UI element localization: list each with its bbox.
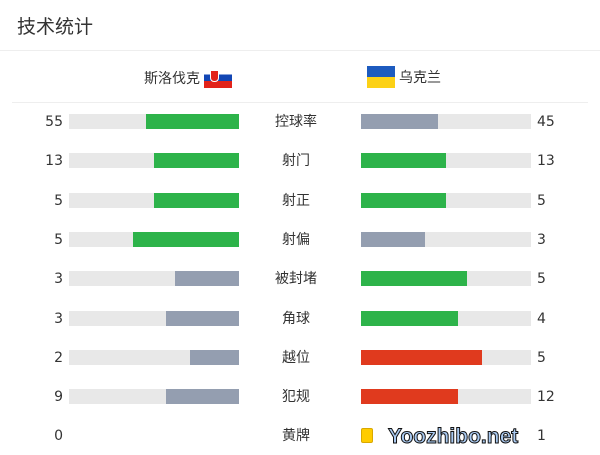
home-bar-fill	[190, 349, 239, 365]
divider	[12, 102, 588, 103]
away-value: 45	[537, 114, 555, 130]
stat-label: 控球率	[275, 114, 317, 130]
home-bar-track	[69, 231, 239, 247]
home-bar-track	[69, 153, 239, 169]
home-bar-track	[69, 349, 239, 365]
home-bar-track	[69, 114, 239, 129]
yellow-card-icon	[361, 428, 373, 444]
home-bar-track	[69, 389, 239, 405]
away-value: 1	[537, 428, 546, 445]
home-bar-fill	[154, 153, 239, 169]
home-team: 斯洛伐克	[144, 68, 232, 88]
away-bar-fill	[361, 231, 425, 247]
away-bar-track	[361, 231, 531, 247]
away-bar-fill	[361, 114, 438, 129]
home-bar-fill	[166, 310, 239, 326]
away-bar-fill	[361, 310, 459, 326]
stat-label: 射偏	[282, 231, 310, 248]
stat-row: 5 射正 5	[0, 192, 600, 210]
home-bar-track	[69, 192, 239, 208]
stat-label: 黄牌	[282, 428, 310, 445]
home-value: 3	[54, 271, 63, 288]
away-bar-fill	[361, 192, 446, 208]
away-bar-track	[361, 389, 531, 405]
stat-label: 射门	[282, 153, 310, 170]
home-value: 13	[45, 153, 63, 170]
stat-row: 9 犯规 12	[0, 388, 600, 406]
stat-label: 被封堵	[275, 271, 317, 288]
away-team: 乌克兰	[367, 66, 441, 88]
home-value: 55	[45, 114, 63, 130]
away-value: 12	[537, 389, 555, 406]
home-bar-fill	[175, 271, 239, 287]
stat-row: 3 角球 4	[0, 310, 600, 328]
away-bar-fill	[361, 389, 459, 405]
away-bar-track	[361, 349, 531, 365]
home-value: 3	[54, 310, 63, 327]
stat-label: 犯规	[282, 389, 310, 406]
away-value: 5	[537, 271, 546, 288]
stat-label: 越位	[282, 349, 310, 366]
away-value: 4	[537, 310, 546, 327]
away-bar-track	[361, 310, 531, 326]
away-bar-track	[361, 114, 531, 129]
stat-row: 3 被封堵 5	[0, 270, 600, 288]
away-bar-track	[361, 271, 531, 287]
home-value: 0	[54, 428, 63, 445]
stat-row: 55 控球率 45	[0, 113, 600, 131]
watermark: Yoozhibo.net	[387, 425, 519, 449]
home-value: 5	[54, 192, 63, 209]
home-bar-track	[69, 271, 239, 287]
away-value: 13	[537, 153, 555, 170]
away-team-name: 乌克兰	[399, 70, 441, 86]
stat-row: 13 射门 13	[0, 152, 600, 170]
stat-row: 2 越位 5	[0, 349, 600, 367]
away-bar-track	[361, 192, 531, 208]
home-value: 5	[54, 231, 63, 248]
away-bar-fill	[361, 153, 446, 169]
home-bar-track	[69, 310, 239, 326]
away-value: 3	[537, 231, 546, 248]
home-bar-fill	[166, 389, 239, 405]
page-title: 技术统计	[17, 16, 94, 38]
away-bar-fill	[361, 349, 483, 365]
ukraine-flag-icon	[367, 66, 395, 88]
stat-label: 角球	[282, 310, 310, 327]
stat-row: 0 黄牌 1	[0, 427, 600, 445]
slovakia-flag-icon	[204, 68, 232, 88]
away-value: 5	[537, 349, 546, 366]
home-bar-fill	[154, 192, 239, 208]
stat-label: 射正	[282, 192, 310, 209]
stat-row: 5 射偏 3	[0, 231, 600, 249]
home-team-name: 斯洛伐克	[144, 71, 200, 87]
home-bar-fill	[132, 231, 239, 247]
away-value: 5	[537, 192, 546, 209]
away-bar-fill	[361, 271, 468, 287]
away-bar-track	[361, 153, 531, 169]
home-bar-fill	[145, 114, 239, 129]
home-value: 2	[54, 349, 63, 366]
home-value: 9	[54, 389, 63, 406]
divider	[0, 50, 600, 51]
